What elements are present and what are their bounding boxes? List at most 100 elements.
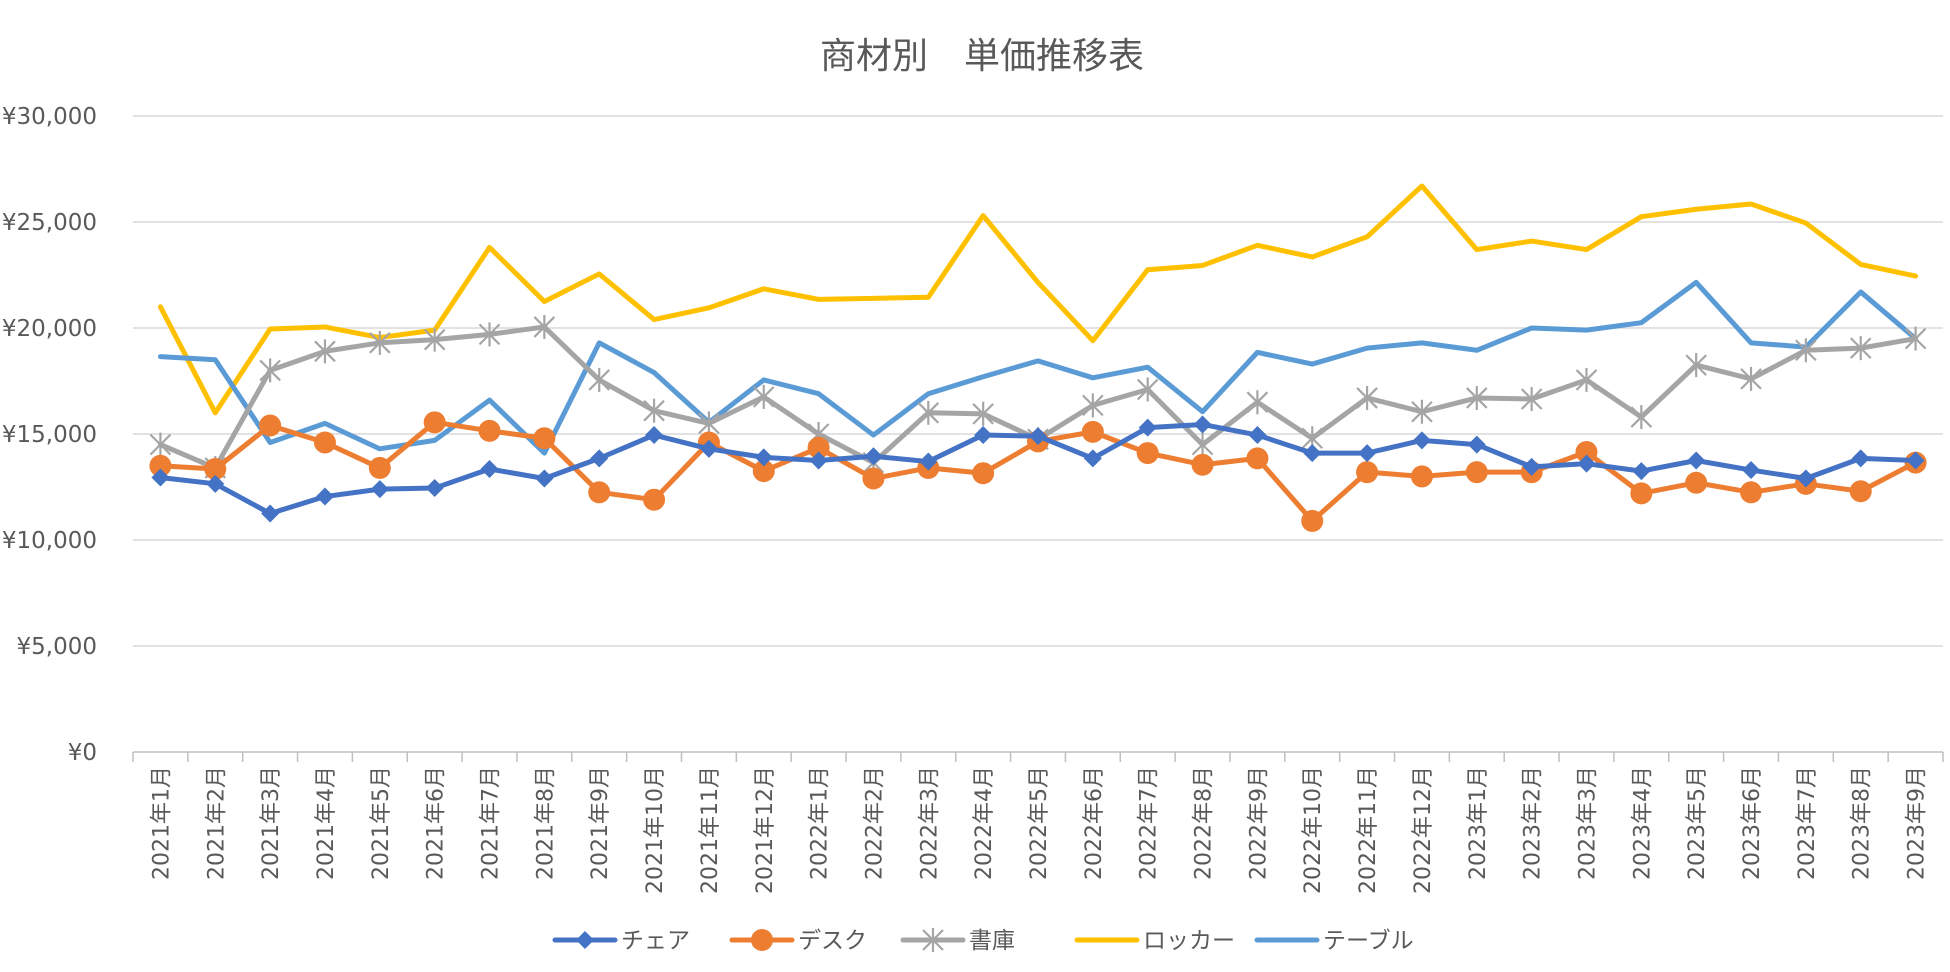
data-point bbox=[1356, 385, 1378, 410]
data-point bbox=[478, 419, 501, 442]
data-point bbox=[1685, 471, 1708, 494]
data-point bbox=[1906, 451, 1925, 470]
data-point bbox=[972, 462, 995, 485]
data-point bbox=[1301, 509, 1324, 532]
series-1 bbox=[151, 415, 1925, 523]
data-point bbox=[368, 456, 391, 479]
data-point bbox=[1632, 462, 1651, 481]
data-point bbox=[1687, 451, 1706, 470]
x-tick-label: 2022年2月 bbox=[862, 766, 887, 880]
data-point bbox=[1851, 449, 1870, 468]
data-point bbox=[588, 367, 610, 392]
data-point bbox=[206, 474, 225, 493]
data-point bbox=[974, 426, 993, 445]
data-point bbox=[1356, 461, 1379, 484]
x-tick-label: 2021年11月 bbox=[698, 766, 723, 894]
data-point bbox=[752, 460, 775, 483]
data-point bbox=[1849, 336, 1872, 361]
x-tick-label: 2022年11月 bbox=[1356, 766, 1381, 894]
data-point bbox=[1740, 481, 1763, 504]
data-point bbox=[1577, 454, 1596, 473]
data-point bbox=[643, 398, 665, 423]
data-point bbox=[1138, 418, 1157, 437]
legend-item: デスク bbox=[729, 928, 867, 954]
legend-item: ロッカー bbox=[1074, 928, 1235, 954]
x-tick-label: 2023年4月 bbox=[1630, 766, 1655, 880]
data-point bbox=[423, 327, 446, 352]
x-tick-label: 2021年12月 bbox=[753, 766, 778, 894]
y-tick-label: ¥0 bbox=[68, 740, 97, 766]
data-point bbox=[1522, 457, 1541, 476]
data-point bbox=[1358, 444, 1377, 463]
data-point bbox=[259, 414, 282, 437]
data-point bbox=[809, 451, 828, 470]
series-line bbox=[157, 183, 1919, 416]
series-layer bbox=[149, 183, 1927, 532]
data-point bbox=[423, 411, 446, 434]
data-point bbox=[972, 401, 994, 426]
x-tick-label: 2022年12月 bbox=[1411, 766, 1436, 894]
data-point bbox=[533, 427, 556, 450]
legend-label: ロッカー bbox=[1143, 928, 1235, 954]
x-tick-label: 2021年5月 bbox=[369, 766, 394, 880]
data-point bbox=[315, 487, 334, 506]
x-tick-label: 2021年2月 bbox=[204, 766, 229, 880]
data-point bbox=[149, 432, 172, 457]
data-point bbox=[1520, 387, 1543, 412]
data-point bbox=[1740, 366, 1762, 391]
data-point bbox=[917, 400, 940, 425]
data-point bbox=[1466, 385, 1488, 410]
x-tick-label: 2023年3月 bbox=[1575, 766, 1600, 880]
x-tick-label: 2022年4月 bbox=[972, 766, 997, 880]
x-tick-label: 2021年8月 bbox=[533, 766, 558, 880]
x-tick-label: 2023年9月 bbox=[1905, 766, 1930, 880]
data-point bbox=[369, 330, 391, 355]
data-point bbox=[1303, 444, 1322, 463]
data-point bbox=[751, 929, 773, 951]
x-tick-label: 2021年1月 bbox=[149, 766, 174, 880]
legend-label: 書庫 bbox=[969, 928, 1015, 954]
data-point bbox=[425, 479, 444, 498]
x-tick-label: 2021年6月 bbox=[424, 766, 449, 880]
x-tick-label: 2022年7月 bbox=[1137, 766, 1162, 880]
x-axis-labels: 2021年1月 2021年2月 2021年3月 2021年4月 2021年5月 2021年… bbox=[149, 766, 1929, 894]
data-point bbox=[1796, 469, 1815, 488]
x-tick-label: 2023年7月 bbox=[1795, 766, 1820, 880]
legend-label: デスク bbox=[798, 928, 867, 954]
y-tick-label: ¥5,000 bbox=[17, 634, 97, 660]
chart-title: 商材別 単価推移表 bbox=[820, 36, 1144, 77]
y-tick-label: ¥25,000 bbox=[2, 210, 97, 236]
data-point bbox=[1136, 442, 1159, 465]
data-point bbox=[478, 322, 501, 347]
legend: チェア デスク 書庫 ロッカー テーブル bbox=[552, 928, 1414, 954]
x-tick-label: 2022年9月 bbox=[1246, 766, 1271, 880]
data-point bbox=[590, 449, 609, 468]
data-point bbox=[533, 314, 556, 339]
data-point bbox=[535, 469, 554, 488]
data-point bbox=[204, 457, 227, 480]
data-point bbox=[151, 468, 170, 487]
data-point bbox=[1742, 461, 1761, 480]
y-tick-label: ¥15,000 bbox=[2, 422, 97, 448]
data-point bbox=[864, 447, 883, 466]
data-point bbox=[1029, 427, 1047, 446]
data-point bbox=[1630, 482, 1653, 505]
y-tick-label: ¥20,000 bbox=[2, 316, 97, 342]
x-tick-label: 2022年8月 bbox=[1192, 766, 1217, 880]
data-point bbox=[754, 448, 773, 467]
data-point bbox=[922, 928, 944, 952]
data-point bbox=[1412, 431, 1431, 450]
data-point bbox=[480, 459, 499, 478]
data-point bbox=[1685, 353, 1707, 378]
data-point bbox=[1904, 326, 1927, 351]
data-point bbox=[862, 467, 885, 490]
data-point bbox=[1083, 449, 1102, 468]
data-point bbox=[1575, 441, 1598, 464]
x-tick-label: 2023年1月 bbox=[1466, 766, 1491, 880]
data-point bbox=[752, 384, 775, 409]
data-point bbox=[259, 358, 281, 383]
legend-item: チェア bbox=[552, 928, 690, 954]
data-point bbox=[149, 454, 172, 477]
